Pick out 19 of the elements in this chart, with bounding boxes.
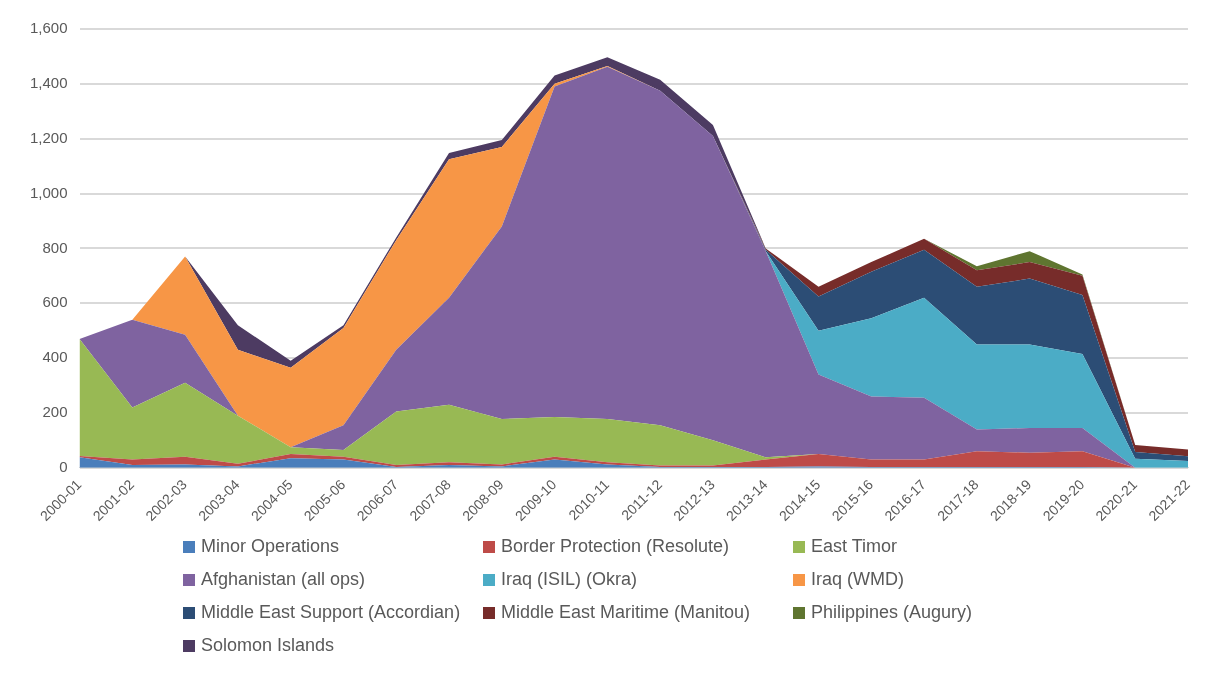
y-tick-label: 600 (42, 293, 68, 311)
legend-label: East Timor (811, 536, 898, 557)
y-tick-label: 0 (59, 457, 68, 475)
legend-label: Afghanistan (all ops) (201, 569, 366, 590)
legend-label: Iraq (WMD) (811, 569, 904, 590)
y-tick-label: 400 (42, 348, 68, 366)
legend-label: Iraq (ISIL) (Okra) (501, 569, 638, 590)
legend-label: Philippines (Augury) (811, 602, 973, 623)
legend-label: Border Protection (Resolute) (501, 536, 730, 557)
legend-label: Middle East Maritime (Manitou) (501, 602, 751, 623)
y-tick-label: 200 (42, 403, 68, 421)
y-tick-label: 1,000 (29, 183, 68, 201)
y-tick-label: 1,600 (29, 19, 68, 37)
legend-label: Solomon Islands (201, 635, 335, 656)
y-tick-label: 1,400 (29, 73, 68, 91)
legend-label: Minor Operations (201, 536, 340, 557)
y-tick-label: 1,200 (29, 128, 68, 146)
legend-label: Middle East Support (Accordian) (201, 602, 461, 623)
y-tick-label: 800 (42, 238, 68, 256)
